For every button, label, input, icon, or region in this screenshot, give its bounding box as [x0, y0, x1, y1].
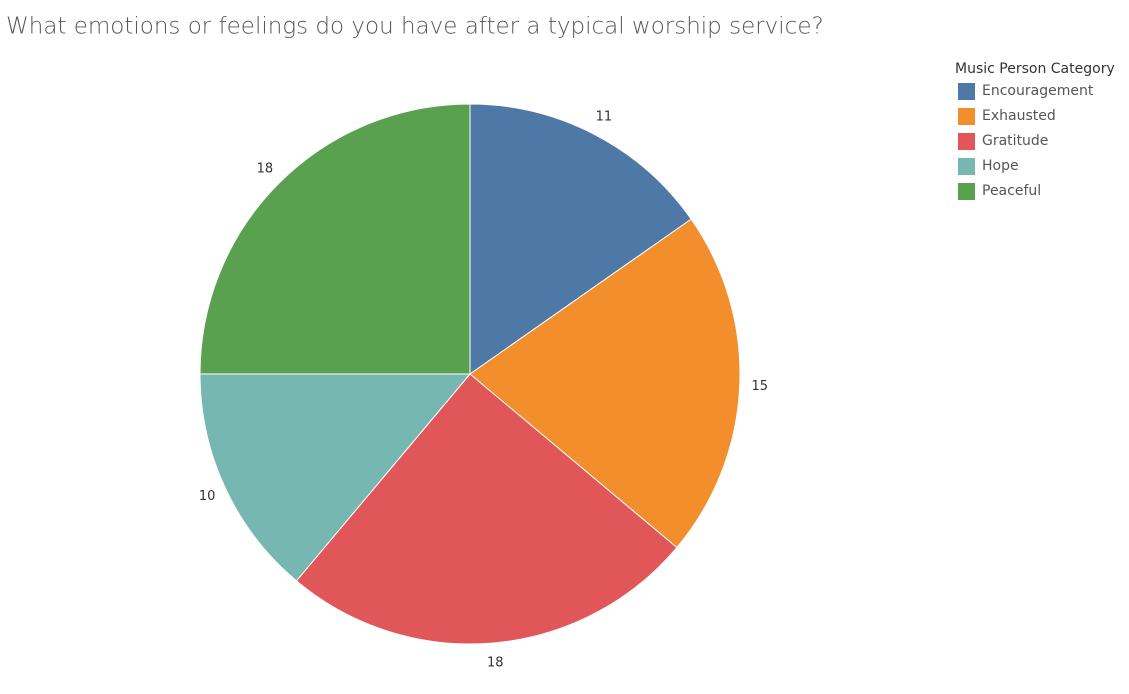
- pie-slice: [295, 373, 678, 645]
- legend-swatch: [958, 133, 975, 150]
- chart-title: What emotions or feelings do you have af…: [6, 14, 824, 40]
- pie-slice: [199, 373, 472, 582]
- data-label: 15: [751, 379, 768, 394]
- data-label: 18: [487, 655, 504, 670]
- legend-label: Peaceful: [982, 183, 1041, 199]
- data-label: 10: [199, 489, 216, 504]
- legend-swatch: [958, 158, 975, 175]
- legend-label: Gratitude: [982, 133, 1048, 149]
- legend-label: Exhausted: [982, 108, 1056, 124]
- legend-label: Encouragement: [982, 83, 1094, 99]
- legend-swatch: [958, 183, 975, 200]
- data-label: 11: [596, 109, 613, 124]
- legend-swatch: [958, 108, 975, 125]
- pie-slice: [469, 218, 741, 549]
- pie-slice: [469, 103, 692, 375]
- legend-label: Hope: [982, 158, 1019, 174]
- legend-title: Music Person Category: [955, 61, 1115, 77]
- data-label: 18: [257, 161, 274, 176]
- pie-slice: [199, 103, 471, 375]
- legend-swatch: [958, 83, 975, 100]
